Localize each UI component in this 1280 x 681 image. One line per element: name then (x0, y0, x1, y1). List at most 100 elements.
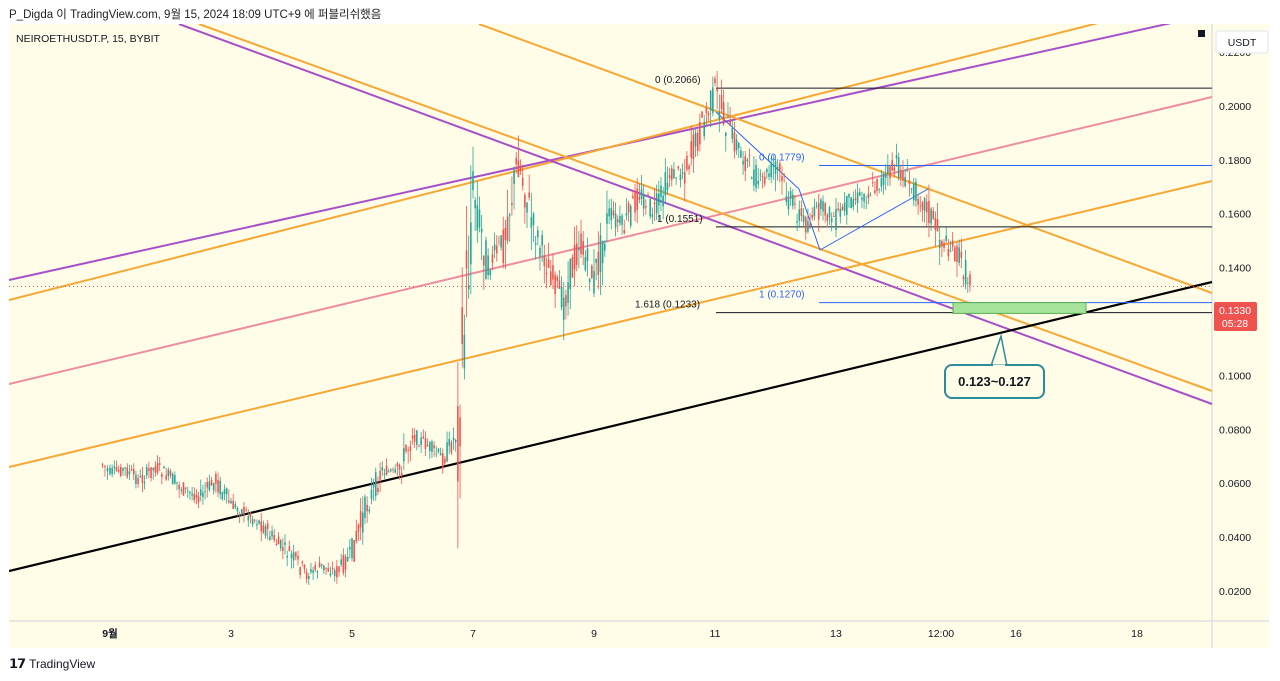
candle-body (405, 445, 407, 452)
candle-body (416, 430, 418, 445)
candle-body (186, 490, 189, 492)
candle-body (655, 193, 658, 214)
fib-anchor-lines-black (715, 111, 821, 251)
candle-body (599, 235, 602, 273)
candle-body (532, 213, 535, 225)
candle-body (634, 193, 636, 213)
candle-body (584, 256, 587, 271)
candle-body (377, 487, 379, 492)
candle-body (202, 492, 204, 497)
pink-midline[interactable] (8, 96, 1213, 385)
chart-frame[interactable]: 0 (0.2066) 1 (0.1551) 1.618 (0.1233) 0 (0.1… (8, 0, 1269, 648)
candle-body (852, 199, 855, 207)
candle-body (282, 547, 284, 551)
candle-body (353, 540, 355, 562)
candle-body (664, 172, 667, 196)
candle-body (647, 194, 649, 196)
candle-body (951, 240, 954, 247)
candle-body (299, 567, 301, 575)
candle-body (737, 142, 740, 148)
candle-body (452, 437, 455, 440)
candle-body (841, 206, 844, 211)
candle-body (619, 216, 621, 224)
candle-body (385, 465, 388, 475)
candle-body (815, 205, 818, 207)
candle-body (241, 509, 243, 515)
candle-body (342, 555, 345, 573)
candle-body (174, 475, 176, 484)
candle-body (595, 258, 597, 263)
orange-upper-channel-line[interactable] (8, 0, 1212, 301)
candle-body (433, 445, 435, 449)
candle-body (139, 476, 142, 478)
candle-body (878, 188, 881, 190)
candle-body (820, 199, 822, 210)
candle-body (651, 214, 654, 217)
candle-body (320, 564, 323, 566)
candle-body (662, 195, 664, 207)
orange-descending-line-lower[interactable] (198, 23, 1213, 392)
candle-body (480, 228, 483, 233)
candle-body (409, 446, 412, 451)
price-tick-label: 0.2000 (1219, 101, 1251, 113)
candle-body (180, 489, 183, 491)
candle-body (364, 496, 366, 518)
time-tick-label: 11 (710, 628, 721, 640)
candle-body (467, 284, 470, 290)
candle-body (887, 165, 889, 174)
orange-lower-channel-line[interactable] (8, 180, 1213, 468)
candle-body (383, 473, 386, 475)
candle-body (556, 276, 559, 281)
candle-body (245, 509, 247, 511)
candle-body (398, 464, 401, 470)
candle-body (219, 480, 221, 495)
candle-body (249, 512, 252, 518)
candle-body (156, 463, 159, 473)
plot-area[interactable] (9, 24, 1212, 621)
candle-body (163, 466, 165, 469)
chart-square-icon[interactable] (1198, 30, 1205, 37)
candle-body (359, 511, 362, 528)
candle-body (811, 214, 814, 219)
orange-descending-line-upper[interactable] (478, 23, 1213, 294)
candle-body (813, 206, 816, 217)
target-zone-box[interactable] (952, 302, 1087, 314)
candle-body (830, 217, 833, 223)
current-price-tag-bg (1214, 302, 1257, 331)
candle-body (221, 492, 224, 499)
candle-body (441, 453, 444, 469)
candle-body (774, 161, 777, 175)
time-axis[interactable]: 9월 3 5 7 9 11 13 12:00 16 18 (102, 627, 1143, 640)
black-support-trendline[interactable] (8, 280, 1213, 573)
price-tick-label: 0.1600 (1219, 209, 1251, 221)
target-zone-callout[interactable]: 0.123~0.127 (944, 333, 1045, 399)
candle-body (817, 202, 820, 220)
candle-body (362, 512, 364, 533)
candle-body (264, 526, 267, 537)
candle-body (232, 500, 234, 509)
candle-body (411, 435, 414, 439)
candle-body (366, 504, 368, 512)
current-price-value: 0.1330 (1219, 305, 1251, 317)
purple-descending-line[interactable] (178, 23, 1213, 405)
candle-body (113, 466, 116, 469)
candle-body (712, 87, 714, 113)
price-chart[interactable]: 0 (0.2066) 1 (0.1551) 1.618 (0.1233) 0 (0.1… (8, 0, 1269, 648)
callout-label: 0.123~0.127 (958, 374, 1031, 389)
candle-body (537, 230, 539, 238)
candle-body (101, 464, 104, 466)
candle-body (733, 132, 736, 152)
tradingview-brand[interactable]: 𝟭𝟳 TradingView (9, 656, 95, 672)
candle-body (368, 509, 371, 512)
candle-body (519, 165, 522, 172)
candle-body (858, 192, 861, 196)
publish-caption-bar: P_Digda 이 TradingView.com, 9월 15, 2024 1… (0, 0, 1280, 24)
candle-body (779, 163, 781, 171)
time-tick-label: 16 (1010, 628, 1022, 640)
candle-body (824, 203, 826, 216)
candle-body (729, 120, 731, 126)
candle-body (582, 241, 584, 255)
candle-body (528, 192, 530, 198)
currency-button[interactable] (1215, 30, 1269, 54)
price-tick-label: 0.0600 (1219, 478, 1251, 490)
